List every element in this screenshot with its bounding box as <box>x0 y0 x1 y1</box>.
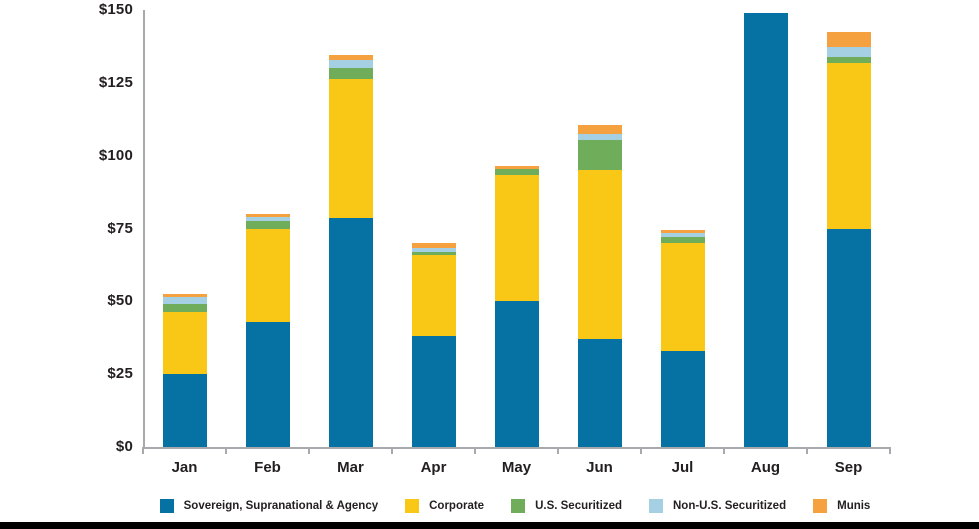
bar-segment <box>660 243 705 351</box>
bar-segment <box>577 139 622 171</box>
y-axis-tick-label: $125 <box>98 74 133 91</box>
bar-segment <box>411 336 456 447</box>
bar-segment <box>328 68 373 79</box>
bar-segment <box>660 230 705 233</box>
bar-segment <box>826 46 871 57</box>
x-axis-label: Apr <box>420 459 447 476</box>
x-axis-tick <box>640 447 642 454</box>
bar-segment <box>577 125 622 134</box>
bar-segment <box>328 55 373 60</box>
legend-swatch <box>649 499 663 513</box>
bar-segment <box>494 174 539 302</box>
legend-item: Corporate <box>405 499 484 513</box>
legend-swatch <box>405 499 420 513</box>
bar-segment <box>245 228 290 322</box>
x-axis-tick <box>391 447 393 454</box>
y-axis-tick-label: $25 <box>107 365 133 383</box>
bar-segment <box>162 304 207 312</box>
plot-area <box>143 10 890 447</box>
bar-segment <box>411 254 456 337</box>
bar-segment <box>328 59 373 69</box>
x-axis-ticks <box>142 10 891 454</box>
x-axis-label: Mar <box>337 459 364 476</box>
x-axis-tick <box>557 447 559 454</box>
legend-label: U.S. Securitized <box>535 500 622 512</box>
bar-segment <box>826 228 871 447</box>
bar-segment <box>411 247 456 252</box>
bar-segment <box>162 374 207 447</box>
bar-segment <box>245 321 290 447</box>
y-axis-tick-label: $150 <box>98 1 133 19</box>
x-axis-labels: Jan Feb Mar Apr May Jun Jul Aug Sep <box>143 10 890 476</box>
x-axis-label: Aug <box>750 459 781 476</box>
bar-segment <box>328 78 373 219</box>
legend-item: Sovereign, Supranational & Agency <box>159 499 379 513</box>
bar-segment <box>494 168 539 175</box>
legend-swatch <box>813 499 828 513</box>
x-axis-tick <box>806 447 808 454</box>
bar-segment <box>245 214 290 217</box>
legend-swatch <box>159 499 174 513</box>
x-axis-label: Jun <box>586 459 613 476</box>
bar-segment <box>411 243 456 248</box>
chart-legend: Sovereign, Supranational & Agency Corpora… <box>120 496 910 516</box>
y-axis-tick-label: $50 <box>107 292 133 310</box>
y-axis-line <box>143 10 145 449</box>
bar-segment <box>826 32 871 47</box>
bar-segment <box>162 294 207 298</box>
bar-segment <box>660 237 705 244</box>
x-axis-tick <box>474 447 476 454</box>
x-axis-label: Jul <box>671 459 694 476</box>
legend-swatch <box>511 499 526 513</box>
x-axis-label: May <box>501 459 532 476</box>
y-axis-tick-label: $75 <box>107 219 133 237</box>
bar-segment <box>577 339 622 447</box>
bar-segment <box>494 166 539 169</box>
bar-segment <box>826 56 871 63</box>
x-axis-label: Jan <box>171 459 198 476</box>
bar-segment <box>660 350 705 447</box>
x-axis-tick <box>225 447 227 454</box>
x-axis-tick <box>142 447 144 454</box>
bar-segment <box>162 311 207 375</box>
legend-item: U.S. Securitized <box>511 499 622 513</box>
legend-label: Sovereign, Supranational & Agency <box>183 500 379 512</box>
bar-segment <box>245 221 290 229</box>
bar-segment <box>826 62 871 229</box>
bar-segment <box>660 232 705 238</box>
legend-item: Non-U.S. Securitized <box>649 499 786 513</box>
legend-label: Non-U.S. Securitized <box>673 500 787 512</box>
x-axis-label: Feb <box>254 459 281 476</box>
bar-segment <box>494 301 539 447</box>
legend-label: Munis <box>837 500 871 512</box>
bar-segment <box>328 218 373 447</box>
bottom-border-bar <box>0 522 979 529</box>
legend-item: Munis <box>813 499 870 513</box>
bar-segment <box>743 13 788 447</box>
bar-segment <box>162 297 207 305</box>
bar-segment <box>411 251 456 255</box>
x-axis-line <box>143 447 891 449</box>
y-axis-tick-label: $100 <box>98 146 133 164</box>
y-axis-tick-label: $0 <box>115 438 133 455</box>
legend-label: Corporate <box>429 500 485 512</box>
bar-segment <box>577 170 622 340</box>
x-axis-tick <box>308 447 310 454</box>
x-axis-tick <box>723 447 725 454</box>
x-axis-tick <box>889 447 891 454</box>
bar-segment <box>577 133 622 140</box>
bar-segment <box>245 216 290 222</box>
x-axis-label: Sep <box>834 459 863 476</box>
